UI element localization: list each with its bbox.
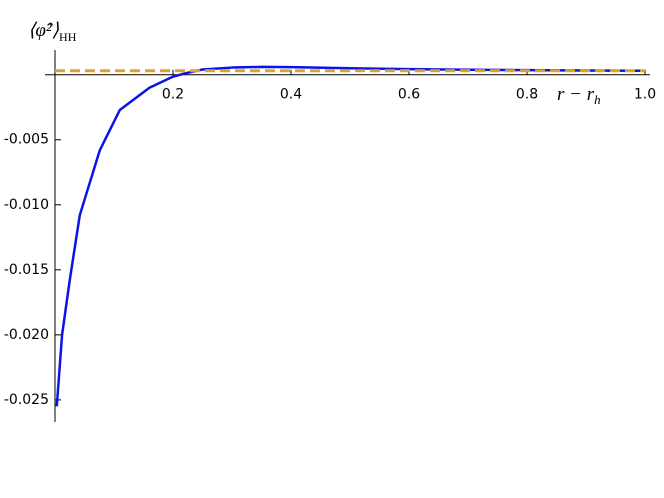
x-tick-label: 1.0 xyxy=(634,87,656,103)
y-label-sub: HH xyxy=(59,30,77,44)
y-tick-label: -0.010 xyxy=(4,197,49,213)
x-tick-label: 0.8 xyxy=(516,87,538,103)
y-tick-label: -0.005 xyxy=(4,132,49,148)
x-label-sub: h xyxy=(594,92,601,107)
y-tick-label: -0.015 xyxy=(4,262,49,278)
x-label: r − rh xyxy=(557,84,601,107)
y-tick-label: -0.025 xyxy=(4,392,49,408)
x-tick-label: 0.2 xyxy=(162,87,184,103)
y-tick-label: -0.020 xyxy=(4,327,49,343)
y-label-main: ⟨φ̂²⟩ xyxy=(28,20,60,41)
y-label: ⟨φ̂²⟩HH xyxy=(28,20,77,43)
x-label-main: r − r xyxy=(557,84,595,105)
x-tick-label: 0.6 xyxy=(398,87,420,103)
x-tick-label: 0.4 xyxy=(280,87,302,103)
series-line xyxy=(55,65,646,407)
